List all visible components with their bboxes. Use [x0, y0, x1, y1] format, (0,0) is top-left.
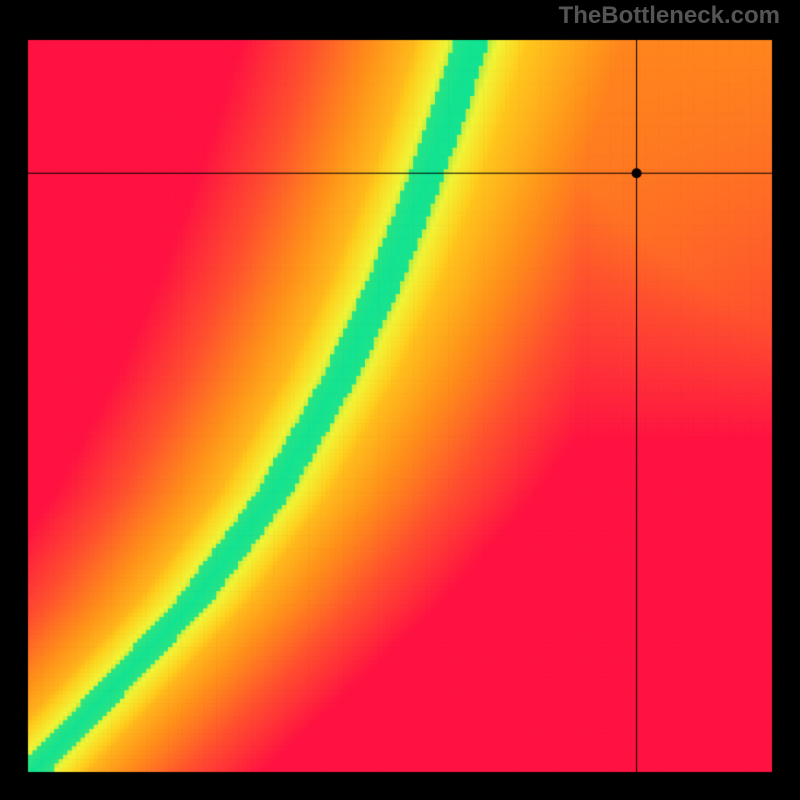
- bottleneck-heatmap: [18, 30, 782, 782]
- watermark-text: TheBottleneck.com: [559, 2, 780, 30]
